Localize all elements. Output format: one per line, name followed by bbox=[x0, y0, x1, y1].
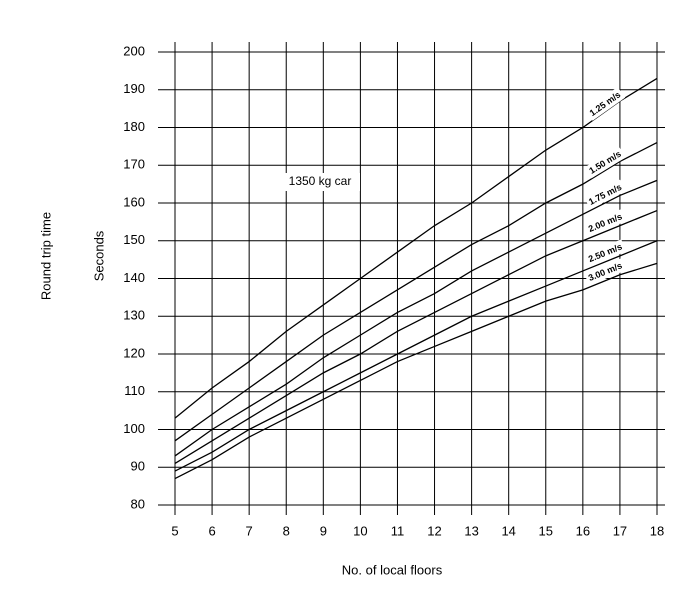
y-tick-label: 120 bbox=[123, 345, 145, 360]
series-label: 2.00 m/s bbox=[587, 211, 624, 234]
y-tick-label: 110 bbox=[124, 383, 145, 398]
x-tick-label: 11 bbox=[391, 523, 405, 538]
y-tick-label: 80 bbox=[131, 496, 145, 511]
series-label-group: 1.25 m/s bbox=[585, 86, 626, 121]
y-axis-label: Seconds bbox=[91, 230, 106, 281]
x-axis-label: No. of local floors bbox=[342, 562, 443, 577]
y-tick-label: 160 bbox=[123, 194, 145, 209]
series-line bbox=[174, 77, 658, 419]
x-tick-label: 14 bbox=[501, 523, 515, 538]
x-tick-label: 12 bbox=[427, 523, 441, 538]
label-bg bbox=[584, 258, 627, 286]
series-line bbox=[174, 179, 658, 457]
series-line bbox=[174, 142, 658, 442]
y-tick-label: 90 bbox=[131, 459, 145, 474]
annotation: 1350 kg car bbox=[289, 174, 352, 188]
x-tick-label: 17 bbox=[613, 523, 627, 538]
x-tick-label: 6 bbox=[208, 523, 215, 538]
series-line bbox=[174, 262, 658, 480]
x-tick-label: 7 bbox=[246, 523, 253, 538]
y-tick-label: 170 bbox=[123, 157, 145, 172]
x-tick-label: 18 bbox=[650, 523, 664, 538]
x-tick-label: 16 bbox=[576, 523, 590, 538]
label-bg bbox=[584, 209, 627, 237]
y-axis-title: Round trip time bbox=[38, 212, 53, 300]
label-bg bbox=[585, 86, 626, 121]
label-bg bbox=[584, 146, 626, 179]
y-tick-label: 200 bbox=[123, 43, 145, 58]
y-tick-label: 150 bbox=[123, 232, 145, 247]
y-tick-label: 140 bbox=[123, 270, 145, 285]
label-bg bbox=[584, 239, 627, 267]
x-tick-label: 13 bbox=[464, 523, 478, 538]
series-line bbox=[174, 209, 658, 465]
x-tick-label: 8 bbox=[283, 523, 290, 538]
series-line bbox=[174, 240, 658, 472]
x-tick-label: 9 bbox=[320, 523, 327, 538]
y-tick-label: 100 bbox=[123, 421, 145, 436]
x-tick-label: 15 bbox=[539, 523, 553, 538]
y-tick-label: 190 bbox=[123, 81, 145, 96]
label-bg bbox=[584, 179, 626, 210]
y-tick-label: 130 bbox=[123, 308, 145, 323]
annotation-bg bbox=[280, 173, 360, 191]
x-tick-label: 5 bbox=[171, 523, 178, 538]
y-tick-label: 180 bbox=[123, 119, 145, 134]
x-tick-label: 10 bbox=[353, 523, 367, 538]
